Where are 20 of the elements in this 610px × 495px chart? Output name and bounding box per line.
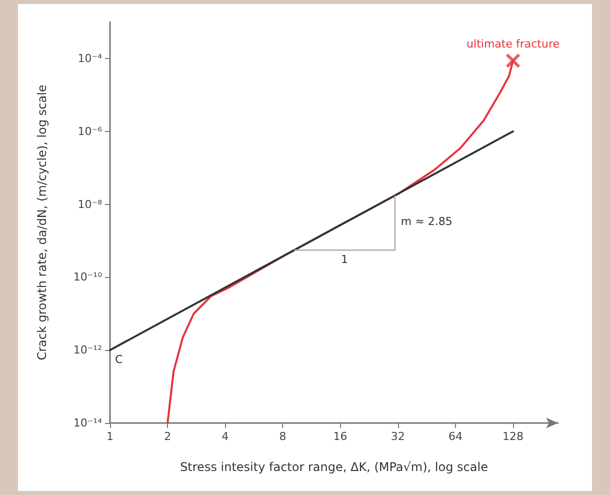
y-tick-label: 10⁻⁶ — [78, 124, 103, 138]
x-tick-label: 8 — [279, 430, 286, 443]
x-tick-label: 64 — [448, 430, 462, 443]
y-tick-label: 10⁻¹⁴ — [73, 416, 103, 430]
annotation: C — [115, 353, 123, 366]
annotation: ultimate fracture — [466, 38, 560, 51]
x-tick-label: 1 — [106, 430, 114, 443]
annotation: 1 — [341, 253, 348, 266]
x-axis-title: Stress intesity factor range, ΔK, (MPa√m), log scale — [180, 460, 488, 474]
x-tick-label: 32 — [390, 430, 405, 443]
y-tick-label: 10⁻¹² — [73, 344, 102, 357]
y-axis-title: Crack growth rate, da/dN, (m/cycle), log scale — [35, 84, 49, 360]
y-tick-label: 10⁻⁴ — [78, 52, 103, 65]
annotation: m ≈ 2.85 — [400, 214, 452, 228]
y-tick-label: 10⁻⁸ — [78, 198, 103, 211]
y-tick-label: 10⁻¹⁰ — [73, 270, 103, 284]
x-tick-label: 4 — [222, 430, 229, 443]
x-tick-label: 2 — [164, 430, 172, 443]
x-tick-label: 16 — [333, 430, 348, 443]
x-tick-label: 128 — [502, 430, 524, 443]
